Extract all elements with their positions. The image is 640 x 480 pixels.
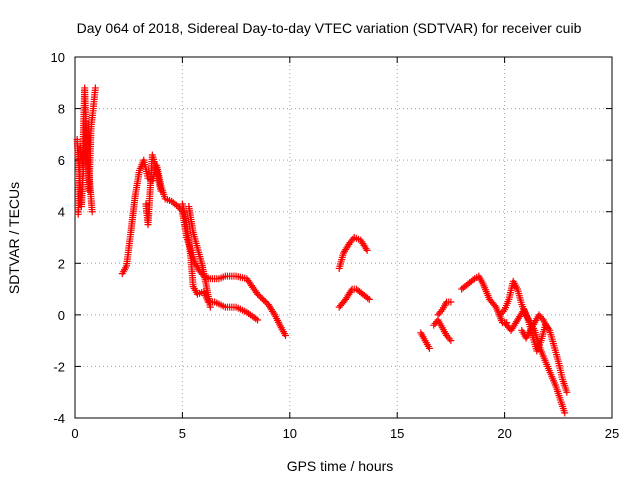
data-point xyxy=(157,187,165,195)
grid xyxy=(75,57,612,418)
y-tick-label: 6 xyxy=(58,153,65,168)
data-point xyxy=(88,208,96,216)
y-tick-label: 10 xyxy=(51,50,65,65)
data-point xyxy=(425,344,433,352)
y-tick-label: 4 xyxy=(58,205,65,220)
y-tick-label: -4 xyxy=(53,411,65,426)
data-point xyxy=(563,388,571,396)
y-tick-label: 0 xyxy=(58,308,65,323)
x-tick-label: 10 xyxy=(283,426,297,441)
data-point xyxy=(447,337,455,345)
ticks: 0 5 10 15 20 25 -4 -2 0 2 4 6 8 10 xyxy=(51,50,620,441)
data-point xyxy=(282,331,290,339)
plot-frame xyxy=(74,56,613,419)
data-point xyxy=(447,298,455,306)
data-point xyxy=(538,314,546,322)
data-point xyxy=(258,295,266,303)
data-point xyxy=(445,335,453,343)
y-tick-label: 2 xyxy=(58,256,65,271)
x-axis-label: GPS time / hours xyxy=(287,458,394,474)
data-point xyxy=(544,324,552,332)
data-point xyxy=(437,307,445,315)
data-point xyxy=(362,245,370,253)
data-point xyxy=(365,295,373,303)
data-point xyxy=(499,307,507,315)
data-point xyxy=(261,298,269,306)
data-point xyxy=(270,309,278,317)
data-point xyxy=(206,303,214,311)
x-tick-label: 0 xyxy=(71,426,78,441)
x-tick-label: 20 xyxy=(497,426,511,441)
data-point xyxy=(561,409,569,417)
x-tick-label: 5 xyxy=(179,426,186,441)
y-tick-label: 8 xyxy=(58,102,65,117)
data-points xyxy=(73,84,571,417)
data-point xyxy=(255,292,263,300)
data-point xyxy=(260,296,268,304)
data-point xyxy=(254,290,262,298)
y-tick-label: -2 xyxy=(53,359,65,374)
data-point xyxy=(257,293,265,301)
data-point xyxy=(363,246,371,254)
y-axis-label: SDTVAR / TECUs xyxy=(6,182,22,294)
data-point xyxy=(172,201,180,209)
data-point xyxy=(364,294,372,302)
data-point xyxy=(469,276,477,284)
data-point xyxy=(254,316,262,324)
x-tick-label: 15 xyxy=(390,426,404,441)
data-point xyxy=(347,287,355,295)
chart-title: Day 064 of 2018, Sidereal Day-to-day VTE… xyxy=(77,20,582,36)
x-tick-label: 25 xyxy=(605,426,619,441)
data-point xyxy=(91,84,99,92)
